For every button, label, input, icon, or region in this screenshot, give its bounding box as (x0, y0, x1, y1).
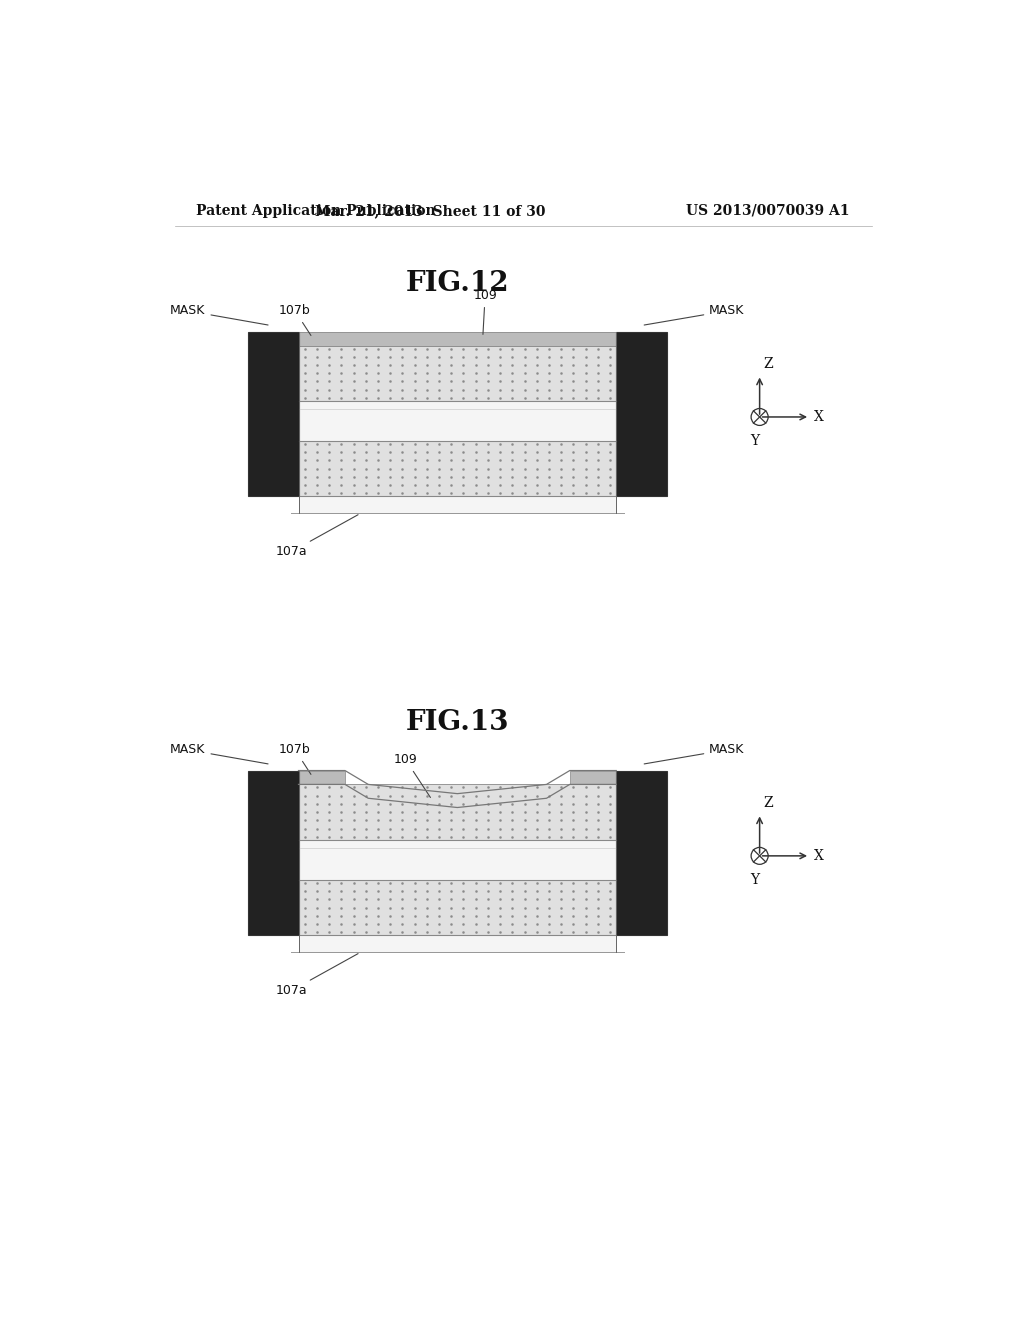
Text: 107a: 107a (275, 515, 358, 558)
Text: Y: Y (751, 873, 760, 887)
Text: 109: 109 (473, 289, 497, 334)
Text: Mar. 21, 2013  Sheet 11 of 30: Mar. 21, 2013 Sheet 11 of 30 (315, 203, 546, 218)
Text: 107b: 107b (280, 743, 311, 775)
Bar (569, 771, 616, 784)
Text: MASK: MASK (644, 743, 744, 764)
Text: X: X (814, 849, 823, 863)
Text: Z: Z (764, 356, 773, 371)
Bar (299, 496, 616, 513)
Text: Y: Y (751, 434, 760, 447)
Bar (299, 346, 616, 401)
Bar (616, 331, 667, 496)
Bar (299, 880, 616, 936)
Text: 109: 109 (394, 754, 430, 797)
Text: FIG.12: FIG.12 (406, 269, 509, 297)
Bar (299, 771, 345, 784)
Bar (299, 401, 616, 441)
Text: MASK: MASK (170, 305, 268, 325)
Text: Patent Application Publication: Patent Application Publication (197, 203, 436, 218)
Text: MASK: MASK (644, 305, 744, 325)
Bar (616, 771, 667, 936)
Bar (299, 936, 616, 952)
Bar (299, 331, 616, 346)
Text: US 2013/0070039 A1: US 2013/0070039 A1 (686, 203, 850, 218)
Text: MASK: MASK (170, 743, 268, 764)
Text: 107b: 107b (280, 305, 311, 335)
Text: FIG.13: FIG.13 (406, 709, 509, 735)
Bar (248, 331, 299, 496)
Text: Z: Z (764, 796, 773, 809)
Bar (299, 784, 616, 840)
Bar (299, 441, 616, 496)
Bar (248, 771, 299, 936)
Text: X: X (814, 411, 823, 424)
Bar (299, 840, 616, 880)
Text: 107a: 107a (275, 953, 358, 998)
